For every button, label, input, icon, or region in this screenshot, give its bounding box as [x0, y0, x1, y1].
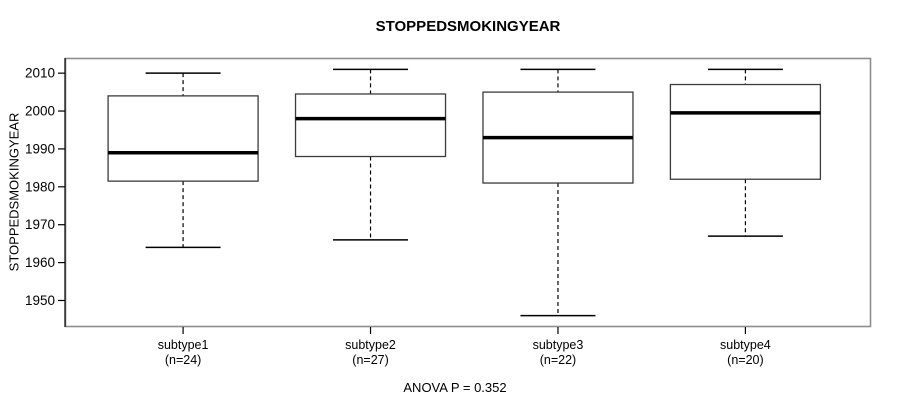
x-category-sublabel: (n=22)	[540, 353, 576, 367]
x-category-label: subtype3	[533, 338, 584, 352]
x-category-label: subtype4	[720, 338, 771, 352]
chart-title: STOPPEDSMOKINGYEAR	[375, 18, 561, 35]
y-tick-label: 1950	[25, 293, 55, 308]
iqr-box-subtype4	[669, 83, 822, 180]
x-category-sublabel: (n=20)	[727, 353, 763, 367]
y-tick-label: 2000	[25, 104, 55, 119]
iqr-box-subtype1	[107, 95, 259, 182]
x-category-label: subtype1	[158, 338, 209, 352]
anova-p-value: ANOVA P = 0.352	[403, 380, 507, 395]
x-category-sublabel: (n=24)	[165, 353, 201, 367]
iqr-box-subtype2	[294, 93, 447, 158]
y-tick-label: 1960	[25, 255, 55, 270]
x-category-sublabel: (n=27)	[352, 353, 388, 367]
y-tick-label: 1980	[25, 179, 55, 194]
y-tick-label: 1990	[25, 141, 55, 156]
y-tick-label: 2010	[25, 66, 55, 81]
y-tick-label: 1970	[25, 217, 55, 232]
x-category-label: subtype2	[345, 338, 396, 352]
